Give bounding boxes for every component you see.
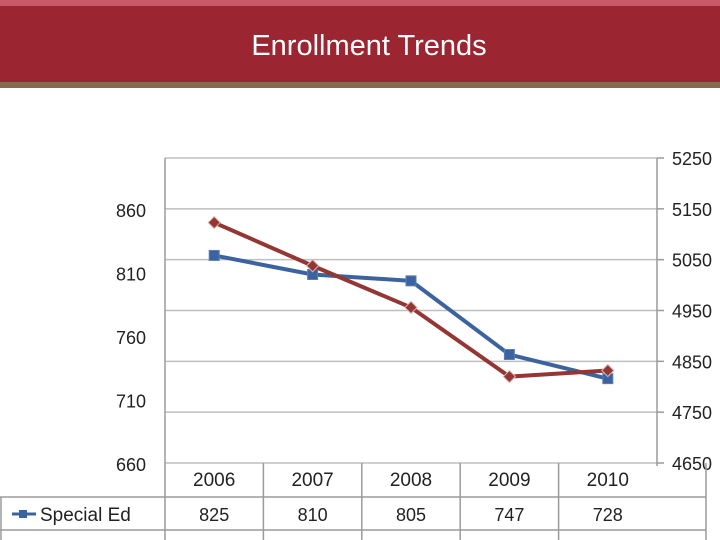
- table-cell-2006: 825: [199, 505, 229, 525]
- point-total-2010: [601, 363, 615, 378]
- right-tick-label-4650: 4650: [672, 454, 712, 474]
- page-title: Enrollment Trends: [251, 30, 487, 62]
- table-cell-2008: 805: [396, 505, 426, 525]
- legend-label-special-ed: Special Ed: [40, 505, 131, 526]
- series-line-special-ed: [213, 253, 609, 381]
- point-special-ed-2009: [503, 349, 515, 361]
- title-banner-stripe: [0, 0, 720, 6]
- right-tick-label-4850: 4850: [672, 352, 712, 372]
- legend-key-marker: [19, 510, 27, 518]
- right-tick-label-5250: 5250: [672, 149, 712, 169]
- left-tick-label-760: 760: [116, 328, 146, 348]
- left-tick-label-710: 710: [116, 392, 146, 412]
- point-special-ed-2008: [405, 275, 417, 287]
- right-tick-label-4950: 4950: [672, 302, 712, 322]
- right-tick-label-5150: 5150: [672, 200, 712, 220]
- table-cell-2009: 747: [494, 505, 524, 525]
- left-tick-label-810: 810: [116, 265, 146, 285]
- left-tick-label-660: 660: [116, 455, 146, 475]
- category-label-2006: 2006: [193, 470, 235, 491]
- right-tick-label-4750: 4750: [672, 403, 712, 423]
- table-cell-2007: 810: [298, 505, 328, 525]
- category-label-2010: 2010: [587, 470, 629, 491]
- series-line-total: [213, 220, 608, 379]
- category-label-2007: 2007: [291, 470, 333, 491]
- point-special-ed-2006: [208, 249, 220, 261]
- table-cell-2010: 728: [593, 505, 623, 525]
- point-total-2007: [305, 259, 320, 273]
- category-label-2008: 2008: [390, 470, 432, 491]
- right-tick-label-5050: 5050: [672, 251, 712, 271]
- point-total-2006: [207, 215, 221, 230]
- title-banner: [0, 0, 720, 88]
- category-label-2009: 2009: [488, 470, 530, 491]
- left-tick-label-860: 860: [116, 201, 146, 221]
- point-total-2009: [502, 369, 517, 384]
- point-total-2008: [404, 300, 418, 315]
